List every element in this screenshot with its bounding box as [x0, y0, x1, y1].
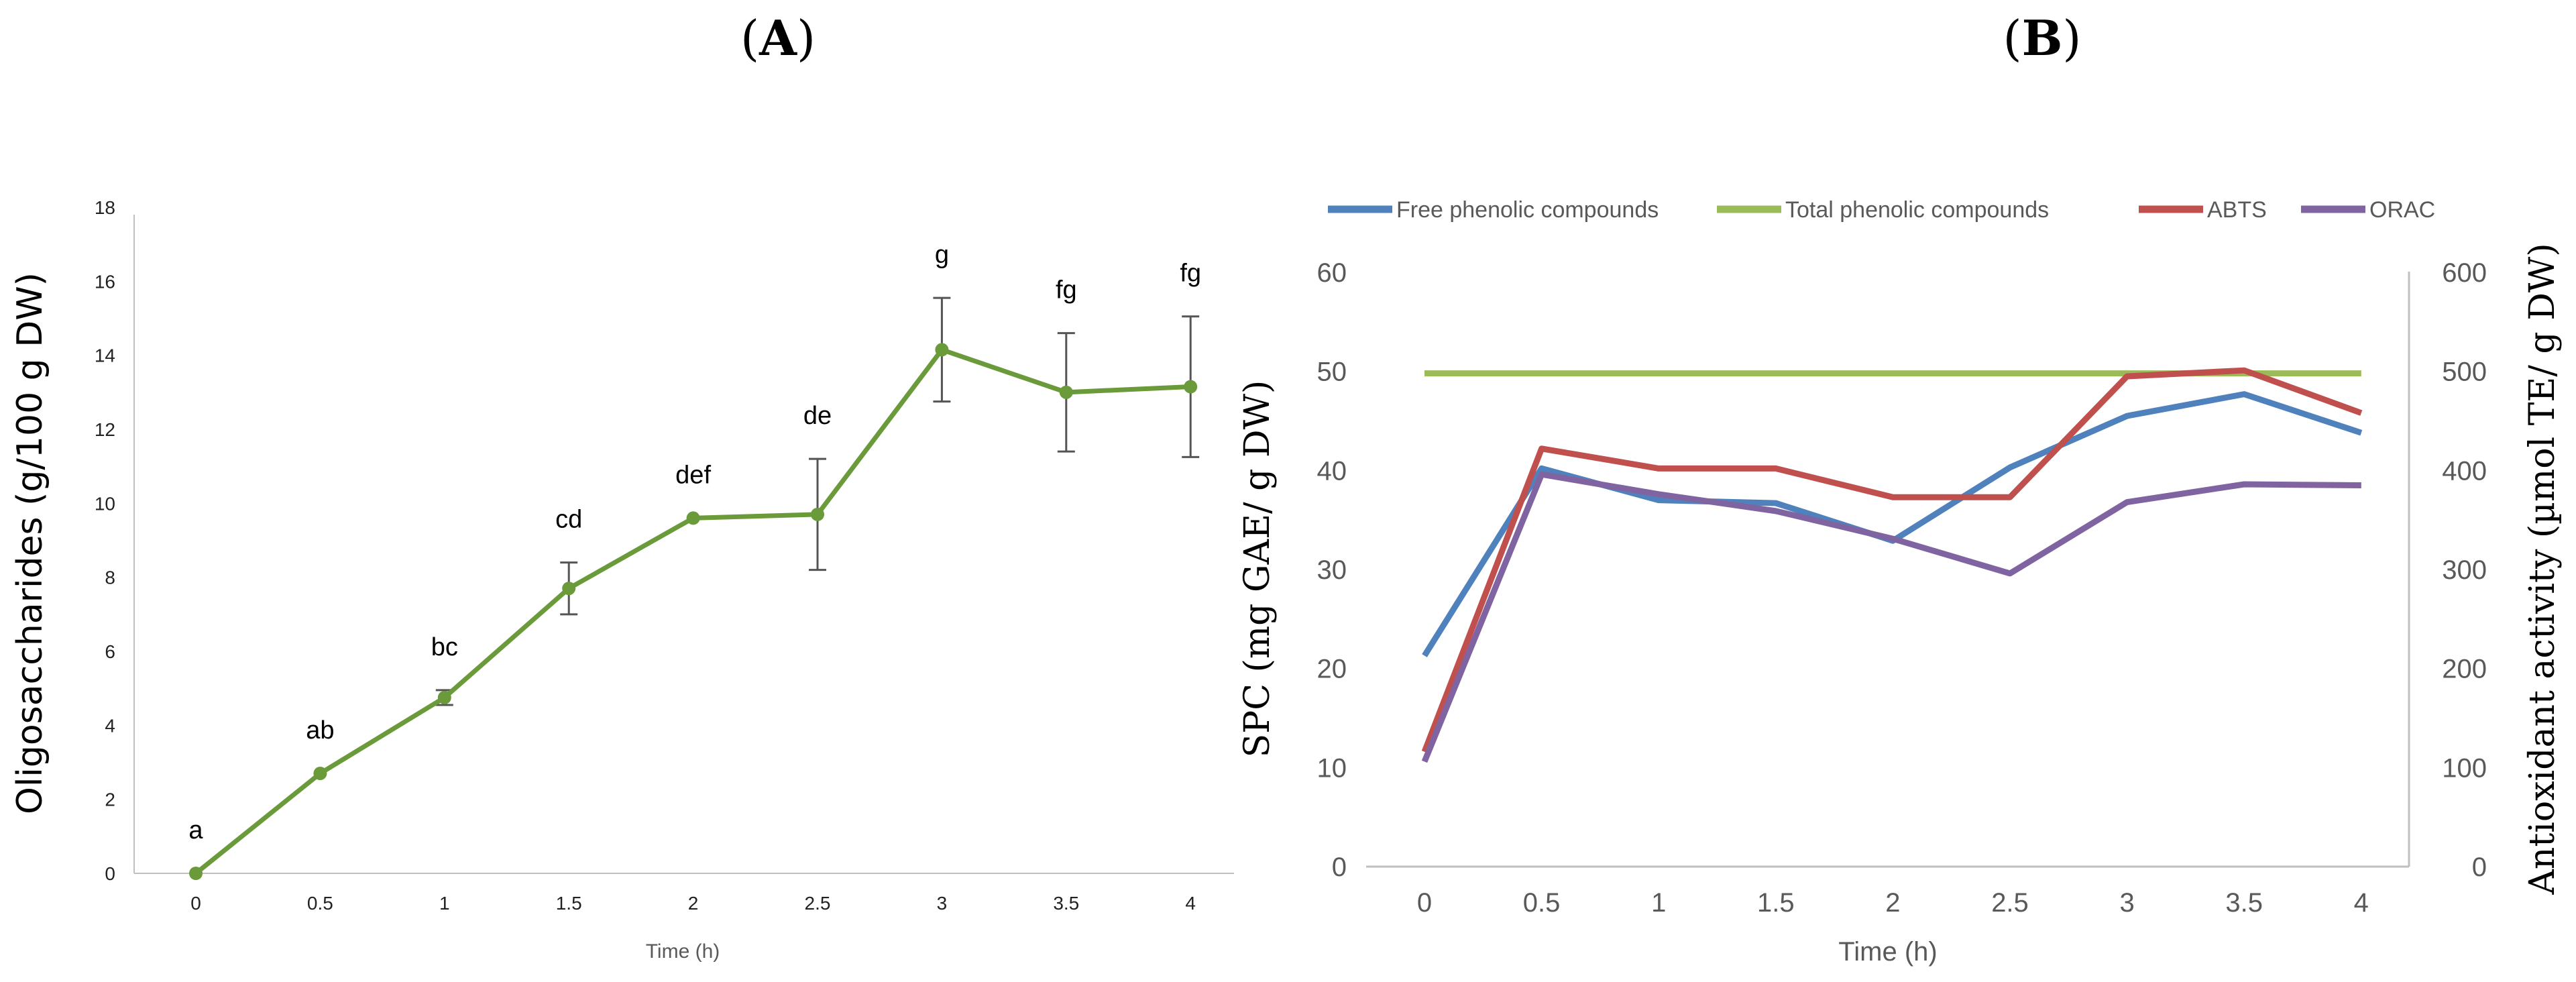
chart-a-x-tick-label: 3 [937, 893, 948, 914]
chart-a-x-tick-label: 2.5 [805, 893, 831, 914]
chart-b-ylabel: SPC (mg GAE/ g DW) [1237, 380, 1278, 758]
chart-a-series-line [194, 347, 1191, 875]
panel-label-a-close: ) [797, 10, 816, 66]
chart-a-significance-label: g [935, 241, 949, 269]
panel-label-b-letter: B [2022, 9, 2063, 66]
chart-b-xlabel: Time (h) [1838, 937, 1937, 967]
chart-a-ylabel: Oligosaccharides (g/100 g DW) [10, 272, 50, 814]
chart-a-significance-label: ab [306, 716, 334, 745]
chart-b: Free phenolic compounds Total phenolic co… [1237, 197, 2563, 967]
chart-b-x-tick-label: 3 [2119, 888, 2134, 918]
chart-a-x-tick-label: 4 [1185, 893, 1196, 914]
chart-b-y2-tick-label: 100 [2442, 753, 2487, 783]
chart-a-data-point [811, 507, 824, 521]
chart-a-x-tick-label: 1.5 [556, 893, 582, 914]
chart-a-x-tick-label: 2 [688, 893, 699, 914]
chart-a-significance-label: de [803, 402, 832, 430]
panel-label-b: (B) [2003, 9, 2081, 66]
chart-b-legend: Free phenolic compounds Total phenolic co… [1328, 197, 2435, 223]
chart-b-x-tick-label: 2.5 [1991, 888, 2029, 918]
chart-b-y2-tick-label: 200 [2442, 655, 2487, 684]
chart-a-y-tick-label: 12 [95, 419, 115, 440]
chart-a-data-point [562, 582, 576, 596]
chart-b-legend-label: Free phenolic compounds [1396, 197, 1659, 223]
chart-b-legend-label: ORAC [2369, 197, 2435, 223]
chart-a-significance-label: bc [431, 633, 458, 661]
chart-b-y-ticks: 0 10 20 30 40 50 60 [1317, 258, 1347, 882]
chart-b-y2-tick-label: 500 [2442, 358, 2487, 387]
chart-b-y2-ticks: 0 100 200 300 400 500 600 [2442, 258, 2487, 882]
chart-b-y2-tick-label: 300 [2442, 555, 2487, 585]
chart-a-y-tick-label: 10 [95, 493, 115, 514]
chart-a-y-tick-label: 4 [105, 715, 115, 736]
chart-a-y-tick-label: 16 [95, 271, 115, 292]
chart-a-data-point [686, 511, 700, 525]
chart-a-data-point [935, 343, 949, 357]
chart-a-significance-labels: a ab bc cd def de g fg fg [188, 241, 1201, 844]
chart-b-series-line-free-phenolic-compounds [1422, 391, 2363, 657]
chart-b-y-tick-label: 30 [1317, 555, 1347, 585]
chart-b-x-tick-label: 1 [1651, 888, 1666, 918]
chart-a-data-point [437, 690, 451, 704]
chart-a-significance-label: a [188, 816, 203, 844]
panel-label-a: (A) [740, 9, 816, 66]
chart-a-points [189, 343, 1198, 880]
chart-a-data-point [1184, 380, 1198, 394]
chart-b-y2-tick-label: 0 [2472, 853, 2487, 882]
chart-b-x-ticks: 0 0.5 1 1.5 2 2.5 3 3.5 4 [1417, 888, 2369, 918]
chart-a-x-tick-label: 0 [190, 893, 201, 914]
chart-b-x-tick-label: 3.5 [2225, 888, 2263, 918]
chart-b-legend-label: Total phenolic compounds [1785, 197, 2049, 223]
chart-b-y-tick-label: 10 [1317, 753, 1347, 783]
chart-b-y-tick-label: 50 [1317, 358, 1347, 387]
chart-a-x-tick-label: 1 [439, 893, 450, 914]
chart-a-significance-label: fg [1180, 260, 1201, 288]
chart-b-x-tick-label: 4 [2354, 888, 2369, 918]
chart-b-x-tick-label: 2 [1885, 888, 1900, 918]
chart-a-x-ticks: 0 0.5 1 1.5 2 2.5 3 3.5 4 [190, 893, 1196, 914]
chart-a: 0 2 4 6 8 10 12 14 16 18 0 0.5 1 1.5 2 2.5 3 3.5 4 a ab bc c… [10, 197, 1234, 963]
chart-b-series-lines [1421, 367, 2363, 763]
chart-a-y-tick-label: 0 [105, 863, 115, 884]
chart-b-y2label: Antioxidant activity (µmol TE/ g DW) [2522, 243, 2563, 895]
chart-a-significance-label: fg [1056, 276, 1077, 305]
chart-b-y-tick-label: 20 [1317, 655, 1347, 684]
chart-a-data-point [1059, 385, 1073, 399]
chart-b-y-tick-label: 60 [1317, 258, 1347, 288]
chart-b-x-tick-label: 0.5 [1523, 888, 1561, 918]
chart-a-y-ticks: 0 2 4 6 8 10 12 14 16 18 [95, 197, 115, 884]
chart-a-x-tick-label: 3.5 [1053, 893, 1079, 914]
chart-b-y-tick-label: 40 [1317, 456, 1347, 486]
chart-a-y-tick-label: 8 [105, 567, 115, 588]
chart-a-error-bars [435, 296, 1200, 706]
chart-b-y2-tick-label: 600 [2442, 258, 2487, 288]
chart-b-series-line-orac [1421, 471, 2361, 763]
chart-a-xlabel: Time (h) [646, 940, 720, 963]
chart-a-significance-label: cd [555, 506, 582, 534]
chart-a-y-tick-label: 6 [105, 641, 115, 662]
chart-a-data-point [189, 867, 203, 880]
chart-b-x-tick-label: 1.5 [1757, 888, 1795, 918]
chart-a-y-tick-label: 18 [95, 197, 115, 218]
chart-a-data-point [313, 767, 327, 781]
chart-a-significance-label: def [675, 461, 711, 489]
chart-a-y-tick-label: 2 [105, 789, 115, 810]
panel-label-b-close: ) [2062, 10, 2081, 66]
chart-b-legend-label: ABTS [2207, 197, 2267, 223]
panel-label-b-open: ( [2003, 10, 2021, 66]
chart-b-y-tick-label: 0 [1332, 853, 1347, 882]
chart-b-y2-tick-label: 400 [2442, 456, 2487, 486]
panel-label-a-letter: A [759, 9, 797, 66]
chart-a-x-tick-label: 0.5 [307, 893, 333, 914]
panel-label-a-open: ( [740, 10, 759, 66]
chart-b-x-tick-label: 0 [1417, 888, 1432, 918]
chart-a-y-tick-label: 14 [95, 345, 115, 366]
chart-b-series-line-abts [1421, 367, 2363, 753]
